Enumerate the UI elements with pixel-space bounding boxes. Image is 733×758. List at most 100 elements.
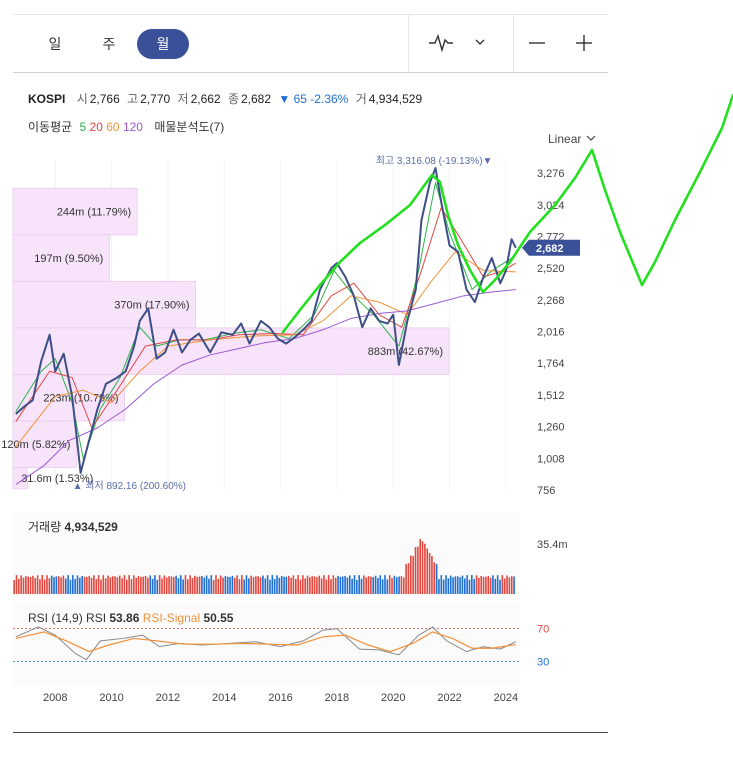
volume-bar [447,578,450,594]
volume-bar [48,578,51,594]
volume-profile-label: 244m (11.79%) [57,207,131,219]
volume-bar [410,555,412,594]
high-value: 2,770 [140,92,171,106]
volume-bar [320,578,323,594]
current-price-label: 2,682 [536,243,564,255]
volume-bar [255,576,257,594]
volume-label: 거래량 [28,520,64,534]
ma-line-120 [15,289,516,485]
volume-bar [137,575,140,594]
volume-bar [424,543,426,594]
line-pulse-icon[interactable] [427,31,455,61]
rsi-signal-line [15,631,516,653]
volume-bar [83,576,86,594]
volume-bar [353,575,356,594]
volume-bar [341,576,344,594]
volume-bar [489,577,492,594]
user-drawing [281,93,733,334]
volume-bar [151,578,154,594]
volume-bar [13,580,15,594]
price-series-line [15,167,517,474]
volume-bar [454,576,457,594]
tab-week[interactable]: 주 [102,36,116,52]
change-value: 65 [293,92,307,106]
volume-bar [285,576,288,594]
x-tick-label: 2008 [43,692,67,704]
volume-bar [426,548,429,594]
volume-bar [283,576,285,594]
period-toolbar: 일 주 월 [13,14,608,73]
volume-bar [330,579,332,594]
volume-bar [292,575,295,594]
volume-bar [243,579,245,594]
zoom-out-button[interactable] [527,31,547,61]
volume-bar [325,579,328,594]
volume-bar [482,576,485,594]
volume-bar [222,577,224,594]
volume-bar [299,579,302,594]
ma-period-5[interactable]: 5 [79,120,87,134]
volume-bar [475,575,478,594]
low-value: 2,662 [190,92,221,106]
volume-bar [471,575,473,594]
volume-bar [508,577,511,594]
volume-profile-label: 31.6m (1.53%) [21,473,93,485]
rsi-signal-value: 50.55 [203,611,233,625]
volume-bar [102,575,105,594]
volume-value: 4,934,529 [368,92,423,106]
volume-bar [172,577,175,594]
high-annotation-part: (-19.13%) [439,156,483,167]
scale-selector[interactable]: Linear [548,132,597,146]
volume-bar [290,577,292,594]
volume-bar [121,578,123,594]
volume-bar [149,575,152,594]
high-annotation: 최고 3,316.08 (-19.13%)▼ [376,155,493,167]
volume-bar [100,579,102,594]
volume-bar [158,575,161,594]
scale-label: Linear [548,132,582,146]
volume-bar [259,577,262,594]
volume-bar [395,577,398,594]
volume-bar [337,575,339,594]
volume-bar [135,577,137,594]
tab-day[interactable]: 일 [48,36,62,52]
zoom-in-button[interactable] [574,31,594,61]
volume-value: 4,934,529 [64,520,118,534]
ma-legend: 이동평균 5 20 60 120 매물분석도(7) [28,118,224,135]
volume-bar [29,576,32,594]
volume-bar [90,577,93,594]
volume-bar [294,579,297,594]
volume-bar [177,578,180,594]
ma-period-20[interactable]: 20 [89,120,103,134]
volume-bar [25,576,27,594]
volume-bar [370,576,372,594]
volume-bar [201,576,203,594]
volume-bar [407,563,410,594]
tab-month[interactable]: 월 [137,29,189,59]
volume-bar [316,577,318,594]
volume-bar [492,575,494,594]
volume-bar [334,577,337,594]
volume-bar [184,575,187,594]
volume-bar [147,577,149,594]
volume-bar [419,539,421,594]
volume-bar [205,575,208,594]
volume-bar [34,578,37,594]
volume-bar [60,577,62,594]
chevron-down-icon[interactable] [474,31,486,61]
ma-period-60[interactable]: 60 [106,120,120,134]
ma-line-60 [15,251,516,448]
y-tick-label: 2,016 [537,327,565,339]
volume-bar [41,575,44,594]
y-tick-label: 1,260 [537,422,565,434]
volume-bar [191,578,194,594]
volume-bar [393,575,396,594]
volume-bar [431,556,433,594]
volume-bar [346,577,349,594]
volume-bar [379,575,382,594]
ma-period-120[interactable]: 120 [122,120,143,134]
volume-bar [144,576,147,594]
x-tick-label: 2022 [437,692,461,704]
volume-profile-toggle[interactable]: 매물분석도(7) [154,120,225,134]
